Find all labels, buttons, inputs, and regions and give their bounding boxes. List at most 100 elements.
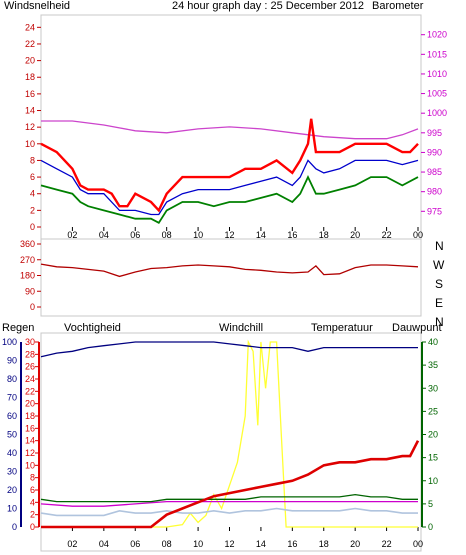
rain-x-tick-label: 02 — [67, 539, 77, 549]
wind-x-tick-label: 00 — [413, 230, 423, 240]
humidity-y-tick-label: 20 — [7, 485, 17, 495]
wind-y-tick-label: 22 — [25, 39, 35, 49]
wind-y-tick-label: 14 — [25, 106, 35, 116]
temperatuur-label: Temperatuur — [311, 322, 373, 334]
gust-line — [40, 118, 419, 213]
rain-y-tick-label: 2 — [30, 510, 35, 520]
wind-y-tick-label: 24 — [25, 22, 35, 32]
rain-y-tick-label: 30 — [25, 337, 35, 347]
rain-y-tick-label: 26 — [25, 362, 35, 372]
temperature-y-tick-label: 40 — [428, 337, 438, 347]
wind-y-tick-label: 16 — [25, 89, 35, 99]
compass-n-top: N — [435, 239, 444, 253]
rain-x-tick-label: 12 — [224, 539, 234, 549]
wind-x-tick-label: 20 — [350, 230, 360, 240]
humidity-y-tick-label: 0 — [12, 522, 17, 532]
baro-y-tick-label: 990 — [427, 147, 442, 157]
barometer-label: Barometer — [372, 0, 424, 12]
wind-x-tick-label: 02 — [67, 230, 77, 240]
humidity-y-tick-label: 40 — [7, 448, 17, 458]
rain-y-tick-label: 8 — [30, 473, 35, 483]
rain-x-tick-label: 08 — [162, 539, 172, 549]
rain-panel-frame — [40, 332, 422, 552]
wind-x-tick-label: 06 — [130, 230, 140, 240]
temperature-y-tick-label: 5 — [428, 499, 433, 509]
temperature-y-tick-label: 20 — [428, 430, 438, 440]
humidity-y-tick-label: 50 — [7, 430, 17, 440]
wind-min-line — [40, 174, 419, 224]
direction-line — [40, 263, 419, 278]
humidity-y-tick-label: 100 — [2, 337, 17, 347]
rain-y-tick-label: 20 — [25, 399, 35, 409]
wind-x-tick-label: 04 — [99, 230, 109, 240]
wind-y-tick-label: 6 — [30, 172, 35, 182]
wind-y-tick-label: 18 — [25, 72, 35, 82]
wind-x-tick-label: 10 — [193, 230, 203, 240]
humidity-y-tick-label: 80 — [7, 374, 17, 384]
rain-y-tick-label: 16 — [25, 423, 35, 433]
vochtigheid-label: Vochtigheid — [64, 322, 121, 334]
baro-y-tick-label: 1010 — [427, 69, 447, 79]
rain-x-tick-label: 06 — [130, 539, 140, 549]
direction-y-tick-label: 180 — [20, 271, 35, 281]
rain-y-tick-label: 18 — [25, 411, 35, 421]
windchill-line — [40, 507, 418, 517]
direction-y-tick-label: 90 — [25, 286, 35, 296]
wind-y-tick-label: 12 — [25, 122, 35, 132]
compass-s: S — [435, 277, 443, 291]
direction-y-tick-label: 360 — [20, 239, 35, 249]
temperature-y-tick-label: 30 — [428, 383, 438, 393]
regen-label: Regen — [2, 322, 34, 334]
humidity-y-tick-label: 90 — [7, 356, 17, 366]
wind-y-tick-label: 8 — [30, 155, 35, 165]
avg-wind-line — [40, 159, 419, 216]
wind-x-tick-label: 14 — [256, 230, 266, 240]
rain-y-tick-label: 22 — [25, 386, 35, 396]
rain-x-tick-label: 16 — [287, 539, 297, 549]
rain-x-tick-label: 20 — [350, 539, 360, 549]
wind-x-tick-label: 16 — [287, 230, 297, 240]
baro-y-tick-label: 995 — [427, 128, 442, 138]
dauwpunt-line — [40, 500, 418, 507]
rain-y-tick-label: 12 — [25, 448, 35, 458]
rain-x-tick-label: 00 — [413, 539, 423, 549]
compass-n-bottom: N — [435, 315, 444, 329]
regen-line — [41, 440, 420, 529]
rain-y-tick-label: 28 — [25, 349, 35, 359]
vochtigheid-line — [40, 341, 418, 358]
rain-y-tick-label: 4 — [30, 497, 35, 507]
direction-panel-frame — [40, 238, 422, 317]
baro-y-tick-label: 975 — [427, 206, 442, 216]
rain-y-tick-label: 24 — [25, 374, 35, 384]
wind-y-tick-label: 0 — [30, 222, 35, 232]
temperatuur-line — [40, 493, 418, 503]
rain-y-tick-label: 10 — [25, 460, 35, 470]
graph-title: 24 hour graph day : 25 December 2012 — [172, 0, 364, 12]
temperature-y-tick-label: 10 — [428, 476, 438, 486]
temperature-y-tick-label: 15 — [428, 453, 438, 463]
rain-x-tick-label: 18 — [319, 539, 329, 549]
baro-y-tick-label: 1005 — [427, 89, 447, 99]
direction-y-tick-label: 270 — [20, 255, 35, 265]
temperature-y-tick-label: 35 — [428, 360, 438, 370]
baro-y-tick-label: 980 — [427, 187, 442, 197]
wind-y-tick-label: 4 — [30, 189, 35, 199]
rain-x-tick-label: 10 — [193, 539, 203, 549]
compass-w: W — [433, 258, 445, 272]
barometer-line — [41, 120, 419, 140]
baro-y-tick-label: 1020 — [427, 30, 447, 40]
wind-y-tick-label: 10 — [25, 139, 35, 149]
wind-y-tick-label: 20 — [25, 56, 35, 66]
wind-x-tick-label: 18 — [319, 230, 329, 240]
windchill-label: Windchill — [219, 322, 263, 334]
humidity-y-tick-label: 30 — [7, 467, 17, 477]
rain-x-tick-label: 04 — [99, 539, 109, 549]
chart-marks: 0246810121416182022249759809859909951000… — [2, 22, 447, 549]
temperature-y-tick-label: 25 — [428, 406, 438, 416]
humidity-y-tick-label: 60 — [7, 411, 17, 421]
solar-line — [41, 339, 418, 528]
baro-y-tick-label: 1015 — [427, 49, 447, 59]
dauwpunt-label: Dauwpunt — [392, 322, 442, 334]
